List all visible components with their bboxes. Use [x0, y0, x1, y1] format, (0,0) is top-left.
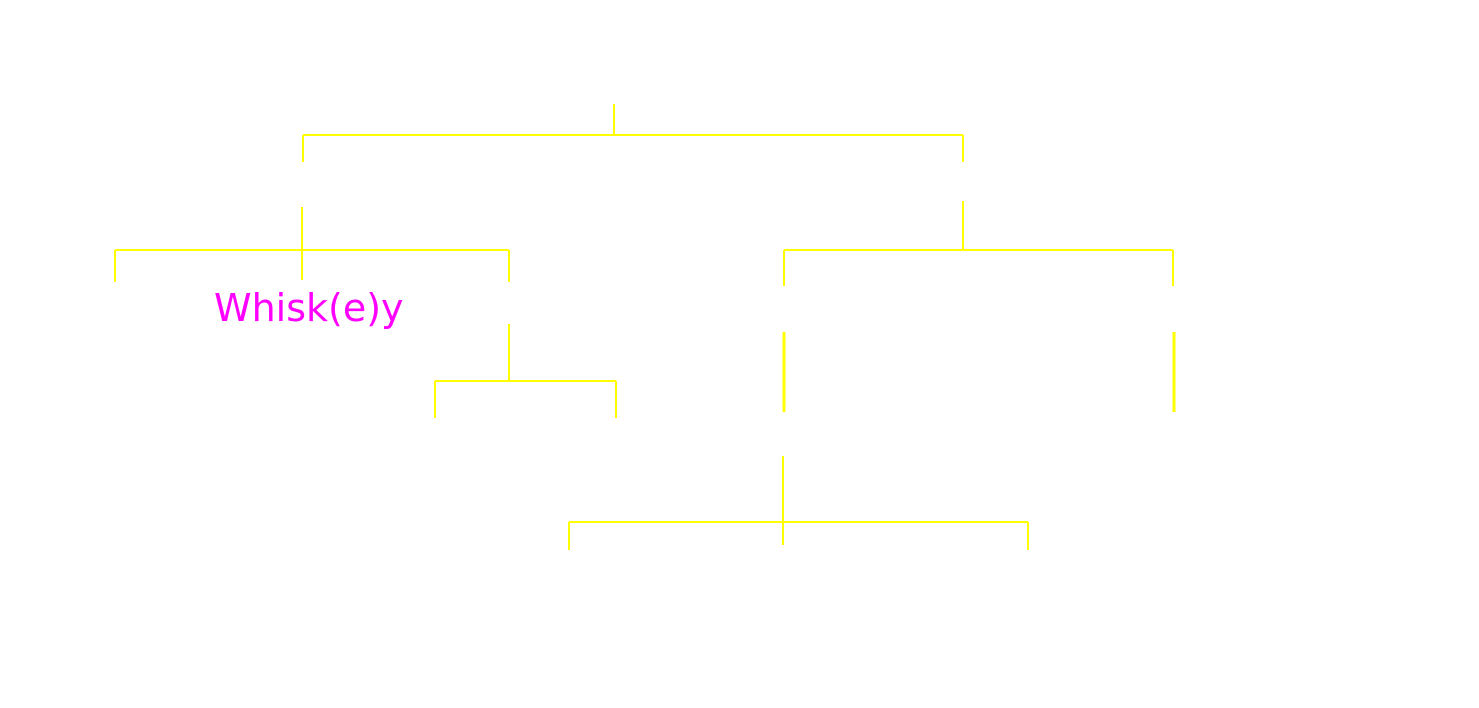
- left-branch-connector: [114, 207, 510, 282]
- right-branch-connector: [783, 201, 1174, 286]
- left-sub-branch-connector: [434, 324, 617, 418]
- whiskey-node-label: Whisk(e)y: [214, 286, 404, 330]
- bottom-branch-connector: [568, 456, 1029, 550]
- root-branch-connector: [302, 104, 964, 162]
